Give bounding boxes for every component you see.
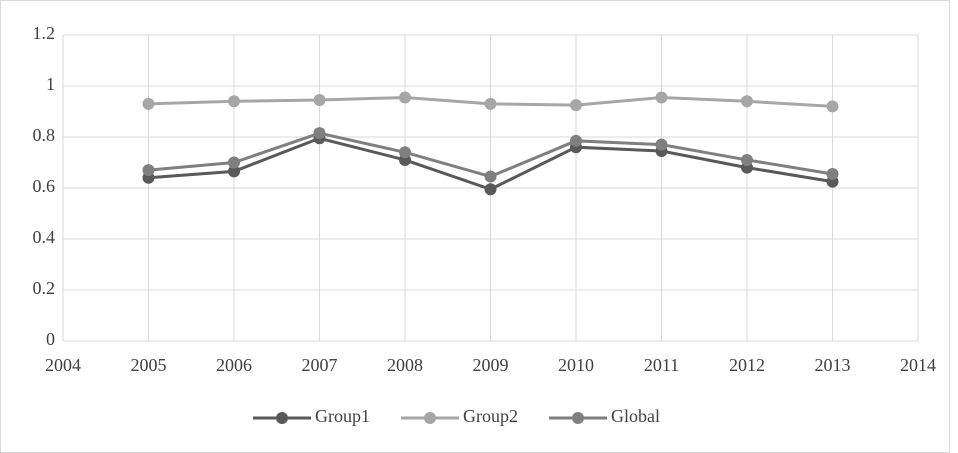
y-tick-label: 1	[46, 74, 55, 94]
data-point	[484, 183, 497, 196]
x-tick-label: 2012	[729, 355, 765, 375]
x-tick-label: 2004	[45, 355, 81, 375]
x-tick-label: 2007	[302, 355, 338, 375]
x-tick-label: 2013	[815, 355, 851, 375]
x-tick-label: 2005	[131, 355, 167, 375]
legend-label: Global	[611, 406, 660, 426]
data-point	[399, 91, 411, 104]
y-tick-label: 0	[46, 329, 55, 349]
data-point	[142, 97, 155, 110]
data-point	[826, 100, 839, 113]
x-tick-label: 2008	[387, 355, 423, 375]
y-tick-label: 0.2	[33, 278, 56, 298]
data-point	[655, 138, 668, 151]
data-point	[484, 97, 497, 110]
data-point	[313, 127, 326, 140]
y-tick-label: 0.8	[33, 125, 56, 145]
data-point	[741, 95, 753, 108]
x-tick-label: 2011	[644, 355, 679, 375]
y-tick-label: 0.6	[33, 176, 56, 196]
legend-marker	[572, 412, 584, 424]
legend-marker	[424, 412, 436, 424]
x-tick-label: 2010	[558, 355, 594, 375]
data-point	[142, 164, 155, 177]
data-point	[228, 95, 240, 108]
data-point	[228, 156, 240, 169]
x-tick-label: 2014	[900, 355, 936, 375]
y-tick-label: 0.4	[33, 227, 56, 247]
data-point	[826, 167, 839, 180]
legend-label: Group1	[315, 406, 370, 426]
data-point	[313, 94, 326, 107]
data-point	[741, 153, 753, 166]
data-point	[655, 91, 668, 104]
data-point	[399, 146, 411, 159]
legend-label: Group2	[463, 406, 518, 426]
y-tick-label: 1.2	[33, 23, 56, 43]
x-tick-label: 2006	[216, 355, 252, 375]
legend-marker	[276, 412, 288, 424]
data-point	[570, 134, 582, 147]
data-point	[570, 99, 582, 112]
data-point	[484, 170, 497, 183]
data-point	[228, 165, 240, 178]
x-tick-label: 2009	[473, 355, 509, 375]
